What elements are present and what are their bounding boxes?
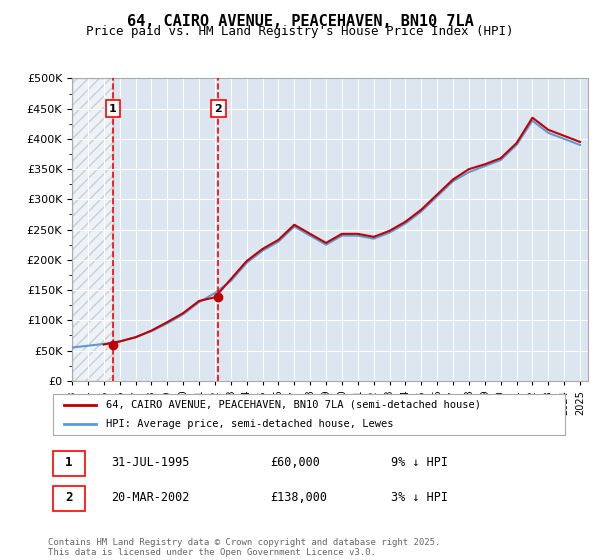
Text: £60,000: £60,000: [270, 455, 320, 469]
Text: Price paid vs. HM Land Registry's House Price Index (HPI): Price paid vs. HM Land Registry's House …: [86, 25, 514, 38]
Text: HPI: Average price, semi-detached house, Lewes: HPI: Average price, semi-detached house,…: [106, 419, 394, 430]
Text: 64, CAIRO AVENUE, PEACEHAVEN, BN10 7LA: 64, CAIRO AVENUE, PEACEHAVEN, BN10 7LA: [127, 14, 473, 29]
Text: 64, CAIRO AVENUE, PEACEHAVEN, BN10 7LA (semi-detached house): 64, CAIRO AVENUE, PEACEHAVEN, BN10 7LA (…: [106, 399, 481, 409]
Bar: [72, 78, 113, 381]
Text: 9% ↓ HPI: 9% ↓ HPI: [391, 455, 448, 469]
Text: 2: 2: [65, 491, 73, 504]
Text: Contains HM Land Registry data © Crown copyright and database right 2025.
This d: Contains HM Land Registry data © Crown c…: [48, 538, 440, 557]
Text: 31-JUL-1995: 31-JUL-1995: [112, 455, 190, 469]
FancyBboxPatch shape: [53, 394, 565, 435]
Text: 20-MAR-2002: 20-MAR-2002: [112, 491, 190, 504]
Text: 3% ↓ HPI: 3% ↓ HPI: [391, 491, 448, 504]
FancyBboxPatch shape: [53, 451, 85, 476]
FancyBboxPatch shape: [53, 486, 85, 511]
Text: 2: 2: [215, 104, 222, 114]
Text: 1: 1: [65, 455, 73, 469]
Text: 1: 1: [109, 104, 117, 114]
Text: £138,000: £138,000: [270, 491, 327, 504]
